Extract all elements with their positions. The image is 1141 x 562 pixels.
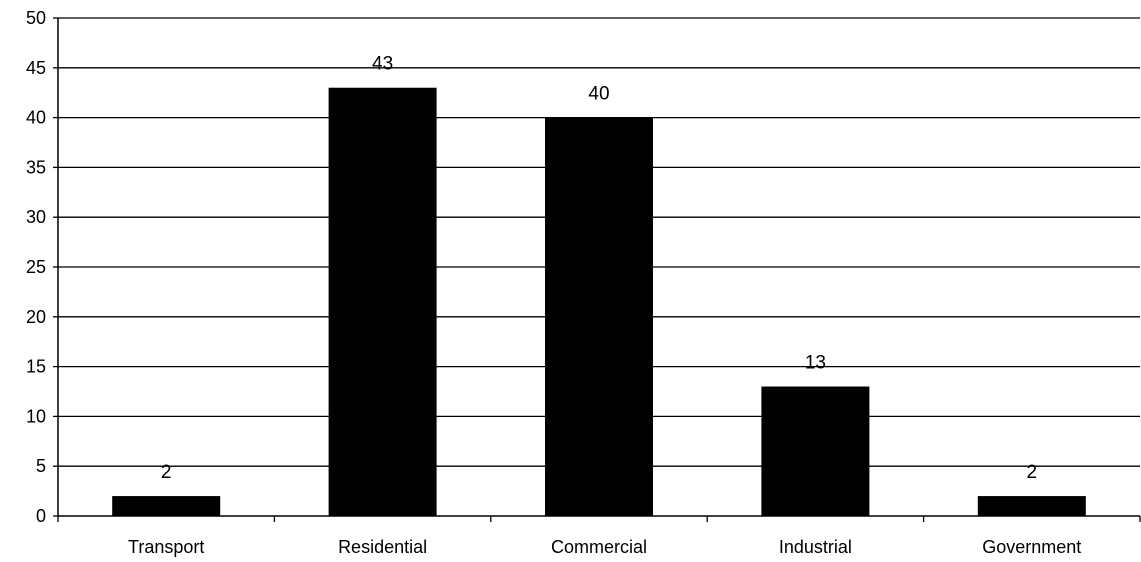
y-axis-ticks: 0 5 10 15 20 25 30 35 40 45 50 (26, 8, 58, 526)
y-tick-label: 40 (26, 108, 46, 128)
y-tick-label: 0 (36, 506, 46, 526)
bar (545, 117, 653, 516)
y-tick-label: 20 (26, 307, 46, 327)
y-tick-label: 50 (26, 8, 46, 28)
x-category-label: Residential (338, 537, 427, 557)
data-labels: 2 43 40 13 2 (161, 54, 1037, 483)
y-tick-label: 30 (26, 207, 46, 227)
data-label: 2 (1027, 462, 1038, 483)
y-tick-label: 15 (26, 357, 46, 377)
y-tick-label: 10 (26, 406, 46, 426)
y-tick-label: 5 (36, 456, 46, 476)
x-axis-categories: Transport Residential Commercial Industrial… (128, 537, 1081, 557)
data-label: 13 (805, 353, 826, 374)
y-tick-label: 45 (26, 58, 46, 78)
bars (112, 87, 1086, 516)
x-category-label: Transport (128, 537, 204, 557)
data-label: 43 (372, 54, 393, 75)
y-tick-label: 25 (26, 257, 46, 277)
bar (328, 87, 437, 516)
bar (112, 496, 221, 516)
data-label: 40 (588, 84, 609, 105)
x-category-label: Commercial (551, 537, 647, 557)
x-category-label: Industrial (779, 537, 852, 557)
bar (977, 496, 1086, 516)
data-label: 2 (161, 462, 172, 483)
bar (761, 386, 870, 516)
y-tick-label: 35 (26, 157, 46, 177)
x-category-label: Government (982, 537, 1081, 557)
